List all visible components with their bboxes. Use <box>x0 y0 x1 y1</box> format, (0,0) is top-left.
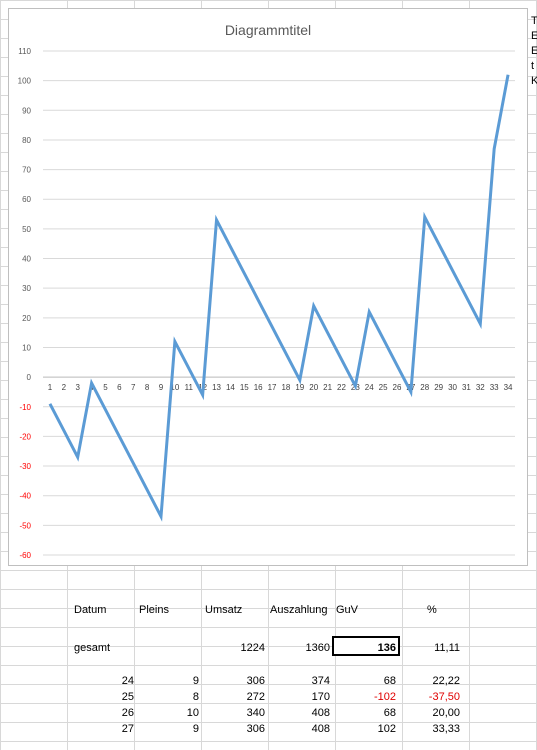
summary-umsatz[interactable]: 1224 <box>240 642 265 654</box>
row-auszahlung[interactable]: 374 <box>311 675 330 687</box>
y-tick-label: -30 <box>19 462 31 471</box>
row-datum[interactable]: 25 <box>121 691 134 703</box>
y-tick-label: 60 <box>22 195 31 204</box>
x-tick-label: 21 <box>323 383 332 392</box>
y-tick-label: -10 <box>19 403 31 412</box>
chart-gridlines <box>43 50 515 556</box>
header-guv[interactable]: GuV <box>336 604 359 616</box>
x-tick-label: 3 <box>75 383 80 392</box>
truncated-cell[interactable]: t <box>531 60 535 72</box>
row-percent[interactable]: 33,33 <box>432 723 460 735</box>
truncated-cell[interactable]: E <box>531 30 537 42</box>
x-tick-label: 5 <box>103 383 108 392</box>
summary-guv[interactable]: 136 <box>377 642 396 654</box>
x-tick-label: 15 <box>240 383 249 392</box>
y-tick-label: 90 <box>22 106 31 115</box>
chart-svg: Diagrammtitel -60 -50 -40 -30 -20 -10 0 10 20 30 4… <box>18 22 515 560</box>
x-tick-label: 8 <box>145 383 150 392</box>
truncated-right-column: T E E t K <box>531 14 537 89</box>
x-tick-label: 31 <box>462 383 471 392</box>
truncated-cell[interactable]: T <box>531 15 537 27</box>
x-tick-label: 22 <box>337 383 346 392</box>
y-tick-label: 110 <box>18 47 31 56</box>
row-percent[interactable]: 22,22 <box>432 675 460 687</box>
y-tick-label: 40 <box>22 255 31 264</box>
row-pleins[interactable]: 8 <box>192 691 199 703</box>
line-chart[interactable]: Diagrammtitel -60 -50 -40 -30 -20 -10 0 10 20 30 4… <box>8 8 528 566</box>
x-tick-label: 24 <box>365 383 374 392</box>
row-umsatz[interactable]: 306 <box>246 723 265 735</box>
x-tick-label: 6 <box>117 383 122 392</box>
row-umsatz[interactable]: 272 <box>246 691 265 703</box>
x-tick-label: 11 <box>185 383 194 392</box>
row-pleins[interactable]: 9 <box>192 723 199 735</box>
x-tick-label: 16 <box>254 383 263 392</box>
row-auszahlung[interactable]: 408 <box>311 707 330 719</box>
x-tick-label: 32 <box>476 383 485 392</box>
header-umsatz[interactable]: Umsatz <box>205 604 243 616</box>
y-tick-label: 20 <box>22 314 31 323</box>
series-line <box>48 74 510 522</box>
header-pleins[interactable]: Pleins <box>139 604 169 616</box>
row-guv[interactable]: -102 <box>373 691 396 703</box>
x-tick-label: 7 <box>131 383 136 392</box>
y-tick-label: 10 <box>22 343 31 352</box>
x-tick-label: 1 <box>48 383 53 392</box>
row-datum[interactable]: 24 <box>121 675 134 687</box>
summary-percent[interactable]: 11,11 <box>434 642 460 654</box>
y-tick-label: 50 <box>22 225 31 234</box>
summary-auszahlung[interactable]: 1360 <box>305 642 330 654</box>
summary-label[interactable]: gesamt <box>74 642 111 654</box>
row-auszahlung[interactable]: 408 <box>311 723 330 735</box>
row-guv[interactable]: 68 <box>383 707 396 719</box>
header-datum[interactable]: Datum <box>74 604 107 616</box>
row-auszahlung[interactable]: 170 <box>311 691 330 703</box>
row-umsatz[interactable]: 340 <box>246 707 265 719</box>
x-tick-label: 13 <box>212 383 221 392</box>
row-pleins[interactable]: 10 <box>186 707 199 719</box>
x-tick-label: 29 <box>434 383 443 392</box>
selected-cell[interactable] <box>332 636 400 656</box>
header-auszahlung[interactable]: Auszahlung <box>270 604 328 616</box>
y-tick-label: -20 <box>19 432 31 441</box>
x-tick-label: 26 <box>393 383 402 392</box>
y-tick-label: -40 <box>19 492 31 501</box>
header-percent[interactable]: % <box>427 604 437 616</box>
y-tick-label: 0 <box>27 373 32 382</box>
row-datum[interactable]: 26 <box>121 707 134 719</box>
x-tick-label: 10 <box>170 383 179 392</box>
row-pleins[interactable]: 9 <box>192 675 199 687</box>
x-axis-ticks: 1 2 3 4 5 6 7 8 9 10 11 12 13 14 15 16 17 18 19 20 21 22 23 24 2… <box>48 383 513 392</box>
x-tick-label: 34 <box>504 383 513 392</box>
truncated-cell[interactable]: K <box>531 75 537 87</box>
y-tick-label: 70 <box>22 166 31 175</box>
row-datum[interactable]: 27 <box>121 723 134 735</box>
row-guv[interactable]: 68 <box>383 675 396 687</box>
x-tick-label: 28 <box>420 383 429 392</box>
y-tick-label: 80 <box>22 136 31 145</box>
x-tick-label: 14 <box>226 383 235 392</box>
y-axis-ticks: -60 -50 -40 -30 -20 -10 0 10 20 30 40 50 60 70 80 90 100… <box>18 47 32 560</box>
y-tick-label: 100 <box>18 77 32 86</box>
x-tick-label: 17 <box>268 383 277 392</box>
x-tick-label: 2 <box>62 383 67 392</box>
x-tick-label: 25 <box>379 383 388 392</box>
row-guv[interactable]: 102 <box>377 723 396 735</box>
chart-title: Diagrammtitel <box>225 22 311 38</box>
row-percent[interactable]: 20,00 <box>432 707 460 719</box>
row-percent[interactable]: -37,50 <box>428 691 460 703</box>
x-tick-label: 19 <box>295 383 304 392</box>
row-umsatz[interactable]: 306 <box>246 675 265 687</box>
x-tick-label: 20 <box>309 383 318 392</box>
y-tick-label: -50 <box>19 521 31 530</box>
chart-series <box>48 74 510 522</box>
y-tick-label: -60 <box>19 551 31 560</box>
y-tick-label: 30 <box>22 284 31 293</box>
truncated-cell[interactable]: E <box>531 45 537 57</box>
x-tick-label: 33 <box>490 383 499 392</box>
x-tick-label: 18 <box>281 383 290 392</box>
x-tick-label: 30 <box>448 383 457 392</box>
x-tick-label: 9 <box>159 383 164 392</box>
